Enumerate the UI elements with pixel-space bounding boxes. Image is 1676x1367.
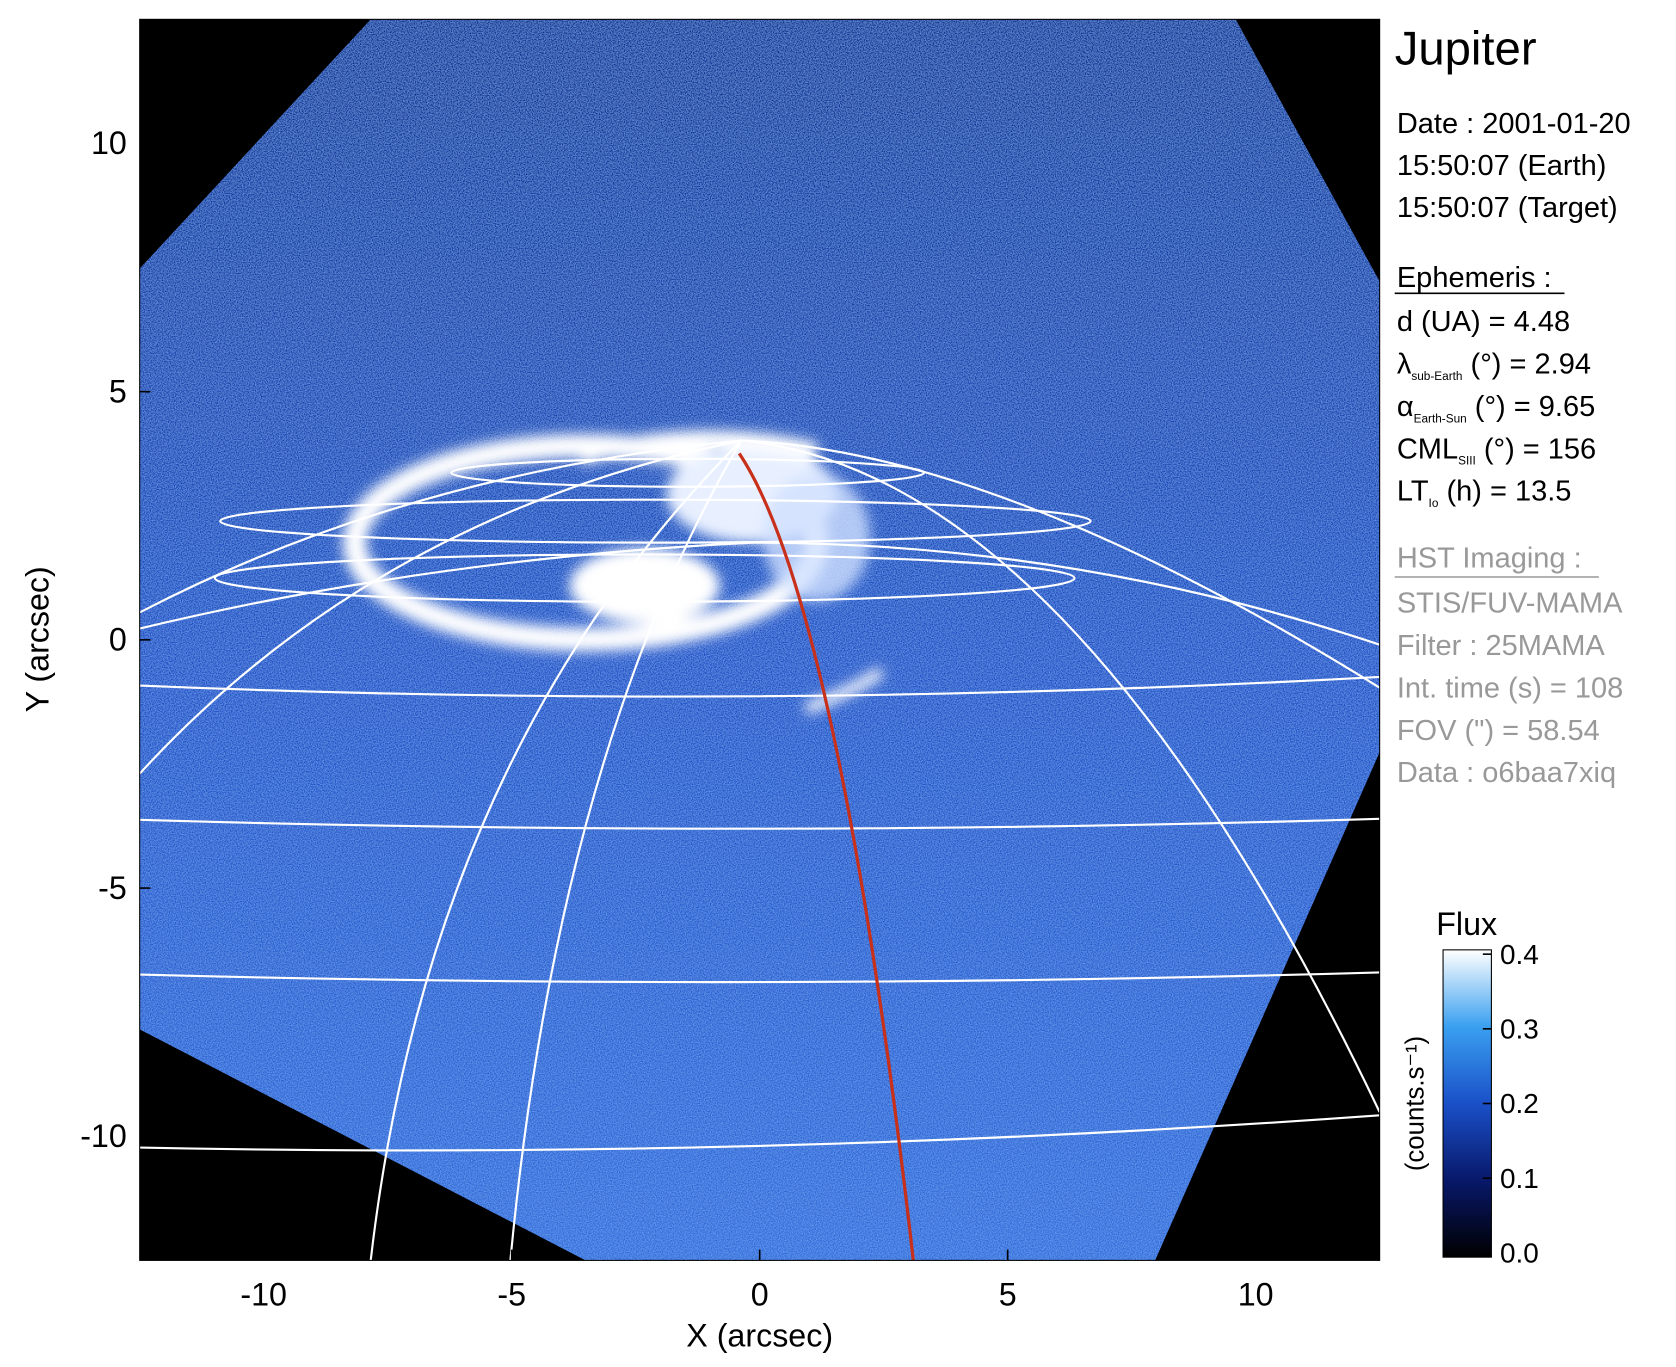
date-line: 15:50:07 (Target) [1397, 192, 1618, 224]
ephemeris-subscript: Earth-Sun [1414, 411, 1467, 425]
ephemeris-symbol: LT [1397, 476, 1429, 508]
ephemeris-line: λsub-Earth (°) = 2.94 [1397, 348, 1591, 382]
ephemeris-symbol: d (UA) = 4.48 [1397, 306, 1570, 338]
ephemeris-subscript: Io [1429, 496, 1439, 510]
ephemeris-value: (h) = 13.5 [1438, 476, 1571, 508]
y-tick-label: 10 [91, 125, 127, 161]
ephemeris-line: CMLSIII (°) = 156 [1397, 433, 1596, 467]
y-tick-label: 0 [109, 622, 127, 658]
date-line: 15:50:07 (Earth) [1397, 150, 1607, 182]
x-axis-label: X (arcsec) [686, 1317, 833, 1353]
ephemeris-line: d (UA) = 4.48 [1397, 306, 1570, 338]
x-tick-label: 5 [999, 1277, 1017, 1313]
colorbar-tick-label: 0.3 [1500, 1014, 1539, 1045]
imaging-line: STIS/FUV-MAMA [1397, 587, 1623, 619]
y-tick-label: -5 [98, 870, 127, 906]
colorbar-tick-label: 0.0 [1500, 1238, 1539, 1269]
aurora [342, 430, 885, 715]
ephemeris-value: (°) = 156 [1476, 433, 1596, 465]
ephemeris-subscript: SIII [1458, 454, 1476, 468]
colorbar-tick-label: 0.1 [1500, 1163, 1539, 1194]
imaging-line: Int. time (s) = 108 [1397, 672, 1623, 704]
imaging-line: Data : o6baa7xiq [1397, 757, 1616, 789]
ephemeris-line: αEarth-Sun (°) = 9.65 [1397, 391, 1595, 425]
plot-area [139, 19, 1380, 1261]
colorbar-unit: (counts.s⁻¹) [1402, 1036, 1430, 1171]
image-frame [139, 19, 1380, 1261]
ephemeris-symbol: α [1397, 391, 1414, 423]
ephemeris-symbol: CML [1397, 433, 1458, 465]
figure-group: X (arcsec) Y (arcsec) Jupiter Flux (coun… [19, 18, 1631, 1353]
colorbar-tick-label: 0.4 [1500, 939, 1539, 970]
info-title: Jupiter [1395, 22, 1537, 75]
ephemeris-line: LTIo (h) = 13.5 [1397, 476, 1572, 510]
colorbar-title: Flux [1436, 906, 1497, 942]
ephemeris-heading: Ephemeris : [1397, 262, 1552, 294]
ephemeris-value: (°) = 2.94 [1463, 348, 1591, 380]
x-tick-label: -10 [240, 1277, 287, 1313]
y-tick-label: -10 [80, 1118, 127, 1154]
x-tick-label: 0 [751, 1277, 769, 1313]
x-tick-label: -5 [497, 1277, 526, 1313]
x-tick-label: 10 [1238, 1277, 1274, 1313]
y-tick-label: 5 [109, 373, 127, 409]
date-line: Date : 2001-01-20 [1397, 108, 1631, 140]
imaging-line: FOV (") = 58.54 [1397, 715, 1600, 747]
imaging-heading: HST Imaging : [1397, 542, 1582, 574]
imaging-line: Filter : 25MAMA [1397, 630, 1606, 662]
central-meridian [737, 452, 915, 1261]
ephemeris-symbol: λ [1397, 348, 1412, 380]
coordinate-grid [139, 439, 1380, 1261]
ephemeris-value: (°) = 9.65 [1467, 391, 1595, 423]
colorbar-tick-label: 0.2 [1500, 1088, 1539, 1119]
y-axis-label: Y (arcsec) [19, 566, 55, 712]
ephemeris-subscript: sub-Earth [1411, 369, 1462, 383]
